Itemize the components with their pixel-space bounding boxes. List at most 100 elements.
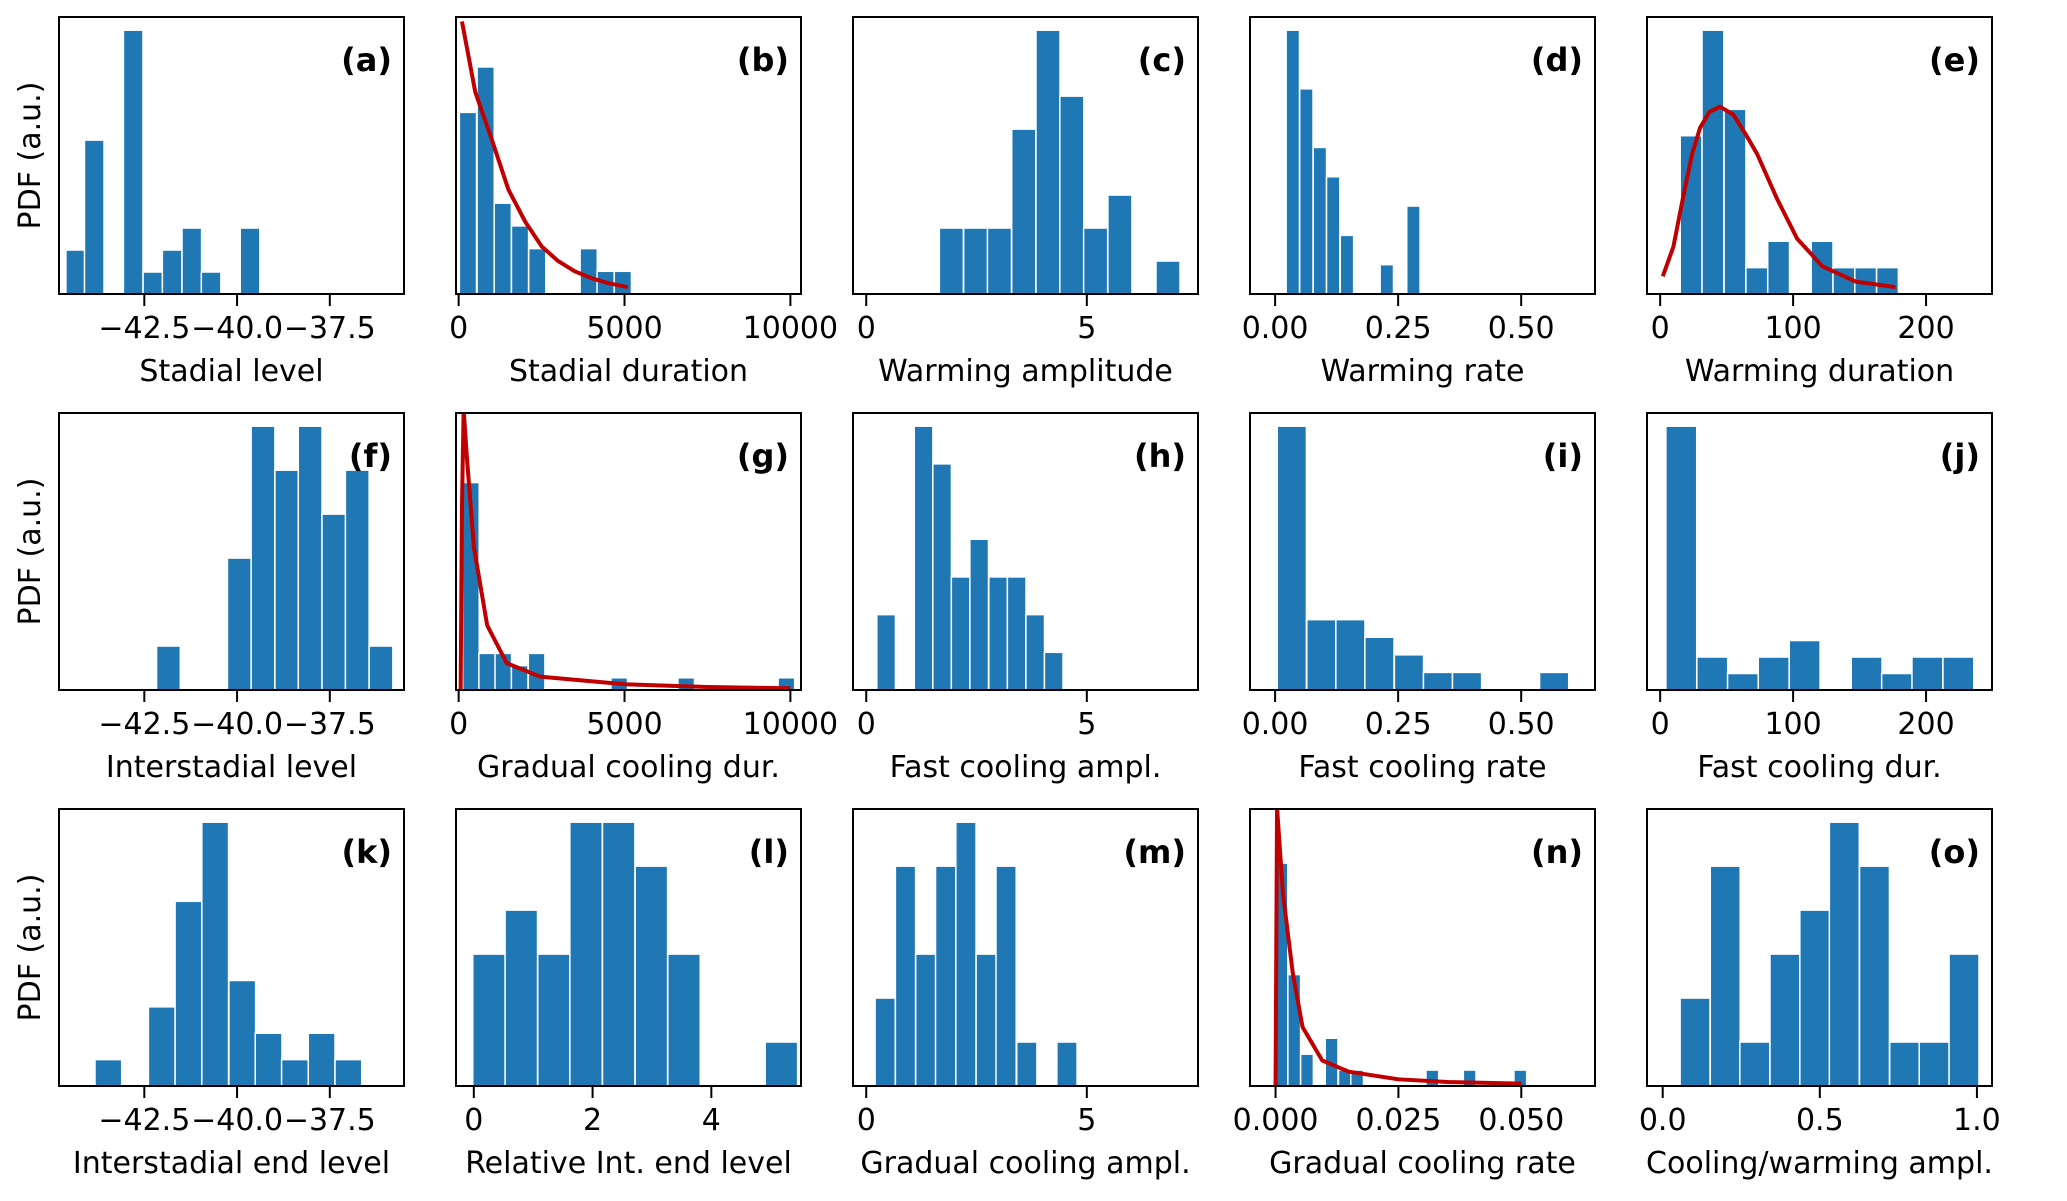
histogram-panel: −42.5 −40.0 −37.5 Stadial level (a) PDF (a.u.…: [13, 16, 405, 389]
histogram-bar: [1035, 29, 1061, 295]
x-tick-label: 0.5: [1796, 1103, 1844, 1138]
x-axis-label: Fast cooling dur.: [1697, 750, 1941, 785]
histogram-bar: [155, 645, 182, 691]
x-tick-label: 0.50: [1488, 311, 1555, 346]
histogram-bar: [579, 247, 599, 295]
histogram-bar: [1911, 656, 1944, 691]
histogram-bar: [161, 249, 183, 295]
histogram-bar: [83, 139, 105, 295]
x-tick-label: 0.025: [1355, 1103, 1441, 1138]
histogram-bar: [601, 821, 636, 1087]
histogram-bar: [613, 270, 633, 295]
x-tick-label: 10000: [743, 311, 838, 346]
x-axis-label: Gradual cooling rate: [1269, 1146, 1576, 1181]
histogram-panel: 0.00 0.25 0.50 Fast cooling rate (i): [1242, 412, 1596, 785]
histogram-bar: [201, 821, 230, 1087]
fit-curve: [1660, 104, 1896, 290]
histogram-bar: [142, 271, 164, 295]
histogram-bar: [65, 249, 87, 295]
axes-frame: [1646, 16, 1993, 295]
histogram-bar: [250, 425, 276, 691]
histogram-bar: [1056, 1041, 1078, 1087]
x-tick-label: 200: [1897, 311, 1954, 346]
x-tick-label: 0: [1651, 707, 1670, 742]
histogram-bar: [1025, 613, 1046, 691]
x-tick-label: 0.25: [1365, 311, 1432, 346]
histogram-bar: [950, 576, 971, 691]
axes-frame: [58, 16, 405, 295]
histogram-bar: [934, 865, 957, 1087]
histogram-bar: [1405, 205, 1421, 295]
histogram-panel: −42.5 −40.0 −37.5 Interstadial level (f) PDF …: [13, 412, 405, 785]
histogram-bar: [969, 538, 990, 691]
x-tick-label: 0: [449, 707, 468, 742]
x-tick-label: 100: [1764, 311, 1821, 346]
axes-frame: [58, 412, 405, 691]
histogram-bar: [1875, 266, 1900, 295]
histogram-bar: [1043, 651, 1064, 691]
histogram-bar: [307, 1032, 336, 1087]
histogram-bar: [995, 865, 1017, 1087]
histogram-bar: [764, 1041, 799, 1087]
histogram-bar: [1769, 953, 1801, 1087]
x-axis-label: Warming rate: [1320, 354, 1524, 389]
panel-label: (m): [1123, 833, 1186, 871]
x-tick-label: 5: [1077, 311, 1096, 346]
histogram-bar: [1306, 618, 1337, 691]
x-tick-label: 0.25: [1365, 707, 1432, 742]
histogram-panel: 0 2 4 Relative Int. end level (l): [455, 808, 802, 1181]
histogram-panel: 0.0 0.5 1.0 Cooling/warming ampl. (o): [1639, 808, 2001, 1181]
panel-label: (j): [1940, 437, 1980, 475]
histogram-bar: [147, 1006, 176, 1087]
axes-frame: [455, 16, 802, 295]
histogram-bar: [1918, 1041, 1950, 1087]
histogram-bar: [1059, 95, 1085, 295]
x-tick-label: 0.00: [1242, 707, 1309, 742]
histogram-bar: [344, 469, 370, 691]
histogram-bar: [1709, 865, 1741, 1087]
y-axis-label: PDF (a.u.): [13, 478, 48, 626]
histogram-bar: [274, 469, 300, 691]
x-tick-label: 5: [1077, 1103, 1096, 1138]
histogram-bar: [1082, 227, 1109, 295]
panel-label: (f): [349, 437, 392, 475]
x-tick-label: 0: [449, 311, 468, 346]
histogram-bar: [1679, 997, 1711, 1087]
axes-frame: [1249, 412, 1596, 691]
x-tick-label: −42.5: [98, 1103, 190, 1138]
histogram-panel: 0.000 0.025 0.050 Gradual cooling rate (n): [1233, 808, 1596, 1181]
histogram-bar: [1006, 576, 1027, 691]
histogram-bar: [1298, 88, 1314, 295]
histogram-bar: [1757, 656, 1790, 691]
axes-frame: [1646, 412, 1993, 691]
histogram-bar: [988, 576, 1009, 691]
histogram-bar: [932, 463, 953, 691]
x-tick-label: −37.5: [284, 707, 376, 742]
x-tick-label: −40.0: [191, 311, 283, 346]
histogram-bar: [894, 865, 917, 1087]
y-axis-label: PDF (a.u.): [13, 874, 48, 1022]
histogram-bar: [228, 979, 257, 1087]
histogram-panel: 0 5 Warming amplitude (c): [852, 16, 1199, 389]
x-tick-label: −42.5: [98, 707, 190, 742]
histogram-panel: 0.00 0.25 0.50 Warming rate (d): [1242, 16, 1596, 389]
histogram-bar: [975, 953, 998, 1087]
histogram-panel: 0 5 Fast cooling ampl. (h): [852, 412, 1199, 785]
histogram-bar: [1745, 266, 1769, 295]
histogram-bar: [368, 645, 394, 691]
histogram-bar: [1335, 618, 1366, 691]
panel-label: (c): [1138, 41, 1186, 79]
histogram-bar: [1665, 425, 1698, 691]
x-tick-label: 0.050: [1478, 1103, 1564, 1138]
histogram-bar: [1379, 263, 1395, 295]
histogram-bar: [1010, 128, 1037, 295]
histogram-bar: [1015, 1041, 1038, 1087]
histogram-panel: 0 5000 10000 Stadial duration (b): [449, 16, 838, 389]
fit-curve: [1273, 809, 1522, 1086]
histogram-bar: [1451, 671, 1483, 691]
histogram-bar: [569, 821, 604, 1087]
histogram-bar: [1723, 108, 1747, 295]
x-tick-label: 0: [857, 1103, 876, 1138]
histogram-bar: [1299, 1053, 1315, 1087]
x-tick-label: 10000: [743, 707, 838, 742]
